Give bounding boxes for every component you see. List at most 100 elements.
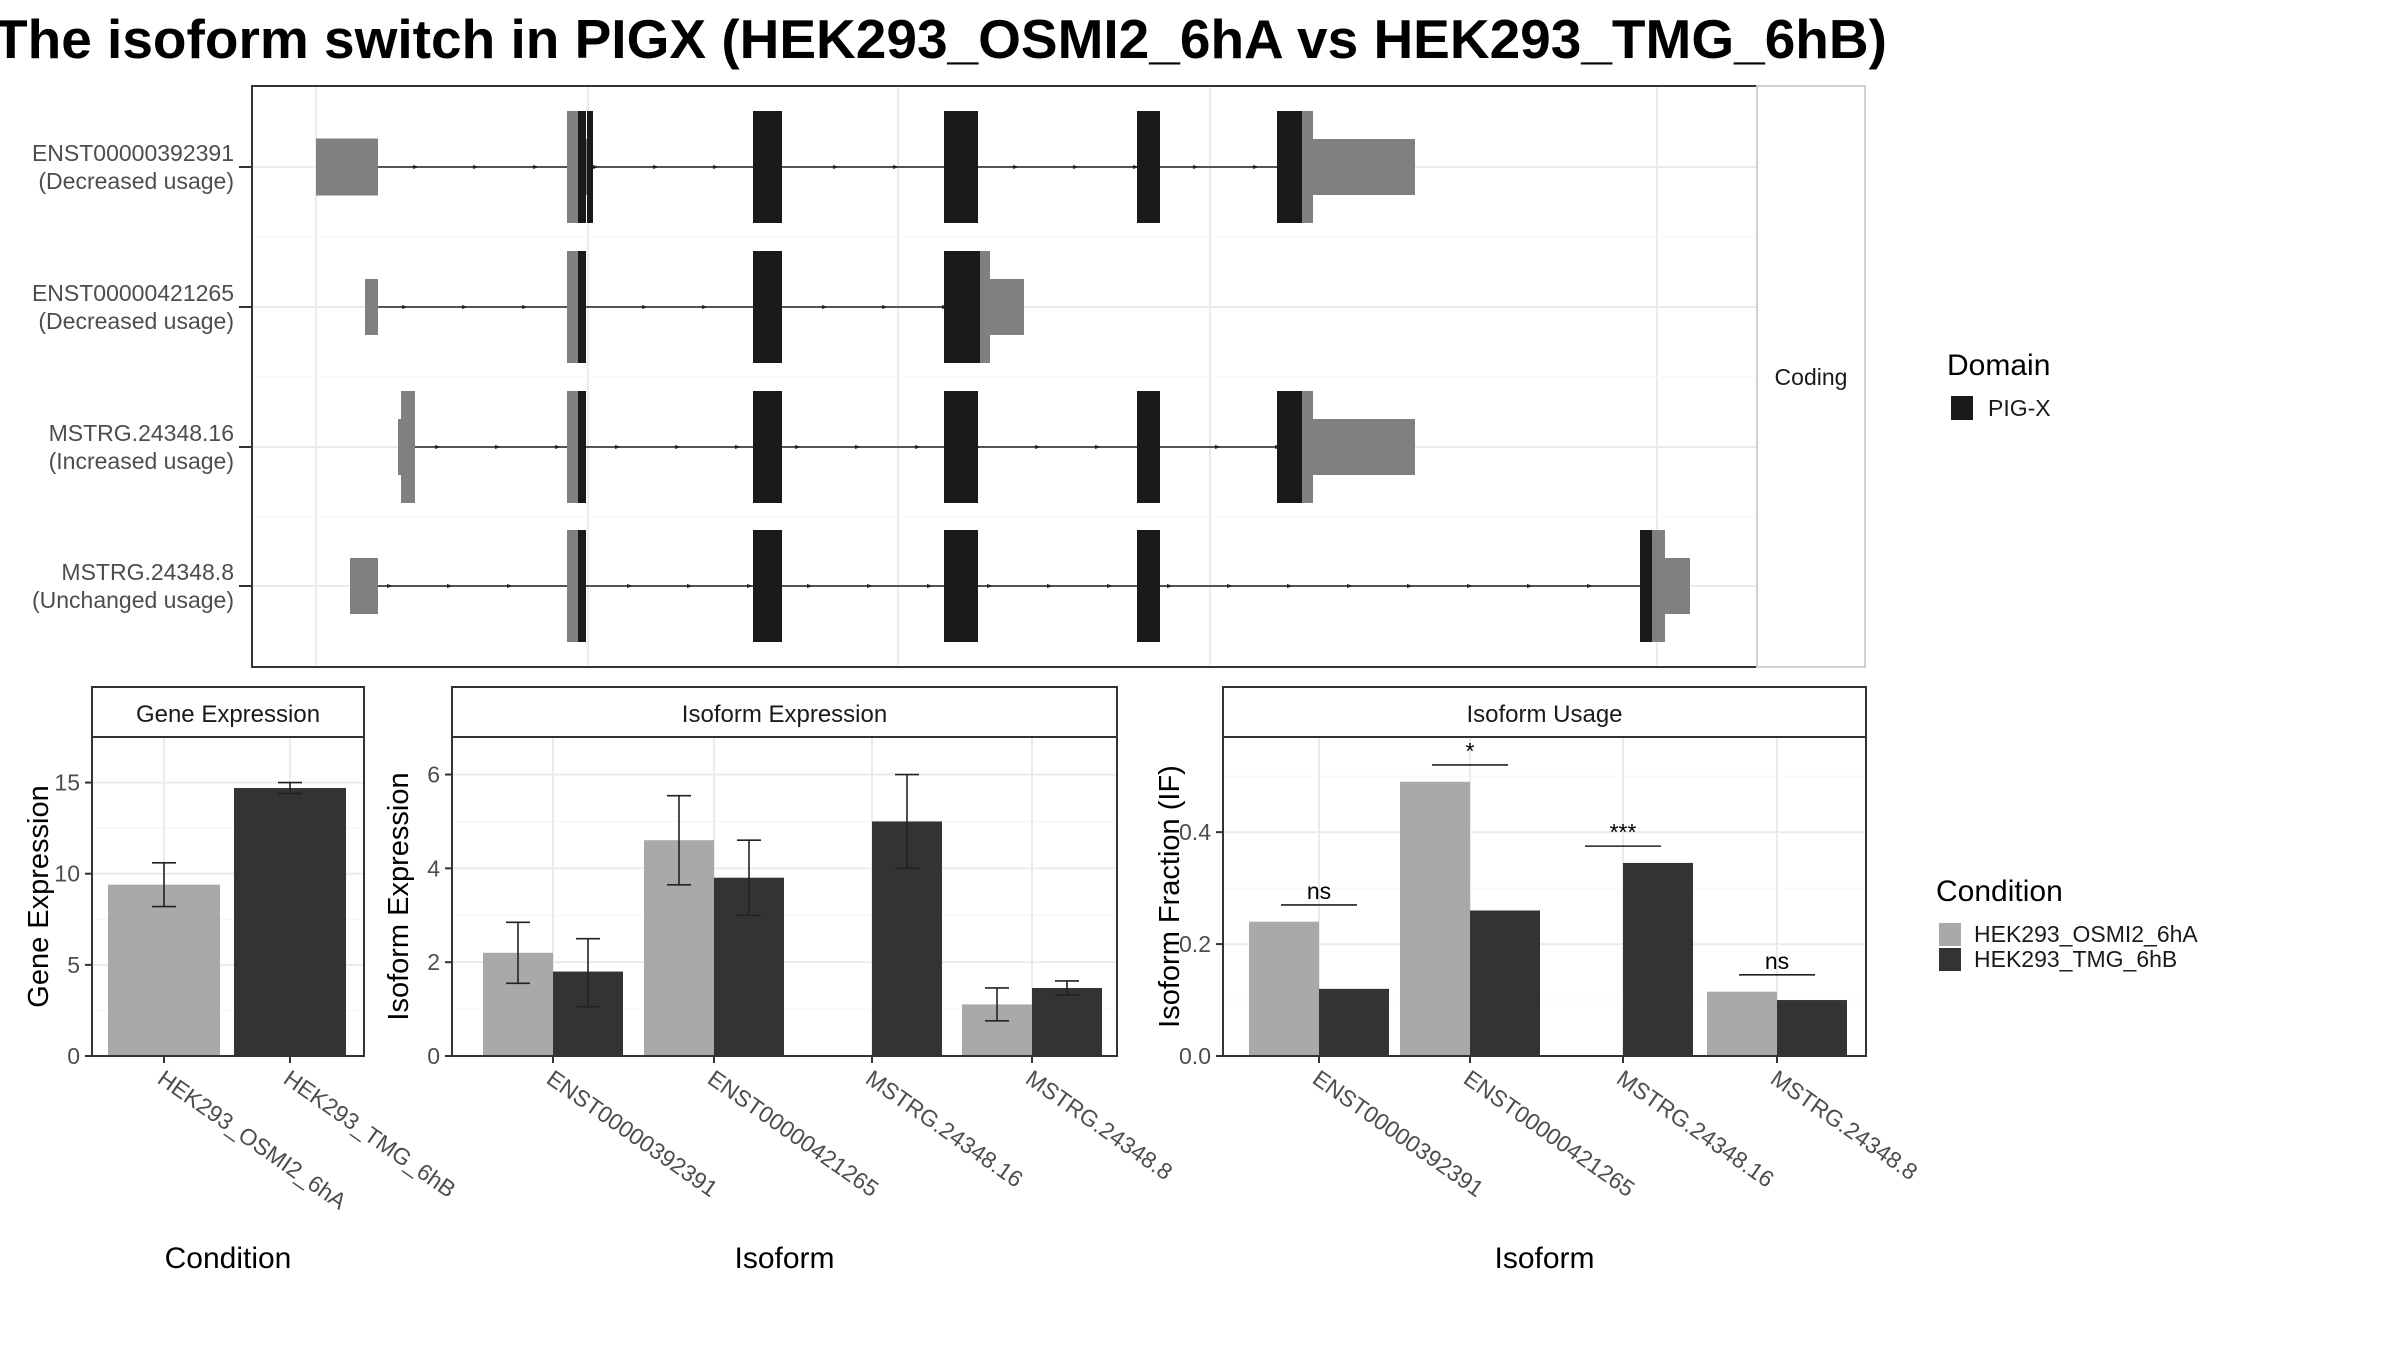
utr-block <box>316 138 378 196</box>
intron-arrow <box>987 584 993 588</box>
transcript-usage-label: (Unchanged usage) <box>32 587 234 613</box>
coding-exon <box>578 391 586 503</box>
intron-arrow <box>653 165 659 169</box>
transcript-id-label: MSTRG.24348.16 <box>49 420 234 446</box>
panel-ytick-label: 0 <box>427 1043 440 1069</box>
domain-legend-title: Domain <box>1947 349 2050 382</box>
significance-label: *** <box>1610 819 1637 845</box>
utr-block <box>1313 139 1415 195</box>
bar <box>1777 1000 1847 1056</box>
panel-ytick-label: 0.2 <box>1179 931 1211 957</box>
panel-strip-title: Isoform Usage <box>1466 701 1622 728</box>
bar <box>234 788 346 1056</box>
panel-strip <box>451 686 1118 738</box>
coding-exon <box>578 530 586 642</box>
panel-isoform-expression: Isoform Expression 0 2 4 6 Isoform Expression… <box>383 686 1177 1275</box>
intron-arrow <box>615 445 621 449</box>
intron-arrow <box>1347 584 1353 588</box>
transcript-usage-label: (Decreased usage) <box>38 308 234 334</box>
intron-arrow <box>833 165 839 169</box>
coding-exon <box>753 530 782 642</box>
utr-block <box>1665 558 1690 614</box>
significance-label: ns <box>1307 878 1331 904</box>
intron-arrow <box>642 305 648 309</box>
panel-strip-title: Isoform Expression <box>682 701 887 728</box>
panel-xtick-label: MSTRG.24348.8 <box>1021 1065 1177 1185</box>
utr-block <box>980 251 990 363</box>
intron-arrow <box>735 445 741 449</box>
intron-arrow <box>1035 445 1041 449</box>
intron-arrow <box>1095 445 1101 449</box>
utr-block <box>567 530 578 642</box>
coding-exon <box>753 111 782 223</box>
intron-arrow <box>1215 445 1221 449</box>
panel-ytick-label: 15 <box>54 770 80 796</box>
intron-arrow <box>435 445 441 449</box>
intron-arrow <box>927 584 933 588</box>
intron-arrow <box>495 445 501 449</box>
domain-legend: Domain PIG-X <box>1947 349 2051 421</box>
panel-xlabel: Isoform <box>734 1242 834 1275</box>
intron-arrow <box>1013 165 1019 169</box>
coding-exon <box>578 111 586 223</box>
intron-arrow <box>555 445 561 449</box>
transcript-usage-label: (Decreased usage) <box>38 168 234 194</box>
utr-block <box>1652 530 1665 642</box>
intron-arrow <box>915 445 921 449</box>
intron-arrow <box>1073 165 1079 169</box>
panel-ylabel: Gene Expression <box>23 785 55 1007</box>
panel-xlabel: Isoform <box>1494 1242 1594 1275</box>
intron-arrow <box>1107 584 1113 588</box>
intron-arrow <box>855 445 861 449</box>
panel-ytick-label: 10 <box>54 861 80 887</box>
panel-border <box>1222 736 1867 1057</box>
coding-exon <box>944 111 978 223</box>
panel-ytick-label: 4 <box>427 855 440 881</box>
coding-exon <box>944 391 978 503</box>
utr-block <box>401 391 415 503</box>
utr-block <box>1313 419 1415 475</box>
intron-arrow <box>687 584 693 588</box>
coding-exon <box>1277 111 1302 223</box>
intron-arrow <box>1133 165 1139 169</box>
coding-exon <box>1137 530 1160 642</box>
utr-block <box>567 391 578 503</box>
intron-arrow <box>533 165 539 169</box>
coding-exon <box>1137 391 1160 503</box>
intron-arrow <box>807 584 813 588</box>
intron-arrow <box>1587 584 1593 588</box>
panel-border <box>91 736 365 1057</box>
coding-exon <box>944 251 980 363</box>
domain-legend-label: PIG-X <box>1988 395 2051 421</box>
intron-arrow <box>1287 584 1293 588</box>
panel-ytick-label: 6 <box>427 762 440 788</box>
panel-xtick-label: ENST00000392391 <box>542 1065 722 1202</box>
intron-arrow <box>867 584 873 588</box>
intron-arrow <box>795 445 801 449</box>
panel-ytick-label: 2 <box>427 949 440 975</box>
significance-label: * <box>1466 738 1475 764</box>
intron-arrow <box>522 305 528 309</box>
condition-legend-label: HEK293_OSMI2_6hA <box>1974 921 2198 947</box>
bar <box>108 884 220 1056</box>
intron-arrow <box>822 305 828 309</box>
intron-arrow <box>713 165 719 169</box>
coding-exon <box>578 251 586 363</box>
intron-arrow <box>507 584 513 588</box>
intron-arrow <box>1253 165 1259 169</box>
intron-arrow <box>1193 165 1199 169</box>
intron-arrow <box>675 445 681 449</box>
panel-xlabel: Condition <box>165 1242 292 1275</box>
coding-exon <box>944 530 978 642</box>
coding-exon <box>587 111 593 223</box>
panel-ylabel: Isoform Expression <box>383 772 415 1020</box>
transcript-id-label: ENST00000392391 <box>32 140 234 166</box>
transcript-usage-label: (Increased usage) <box>49 448 234 474</box>
panel-strip-title: Gene Expression <box>136 701 320 728</box>
intron-arrow <box>1227 584 1233 588</box>
panel-strip <box>91 686 365 738</box>
